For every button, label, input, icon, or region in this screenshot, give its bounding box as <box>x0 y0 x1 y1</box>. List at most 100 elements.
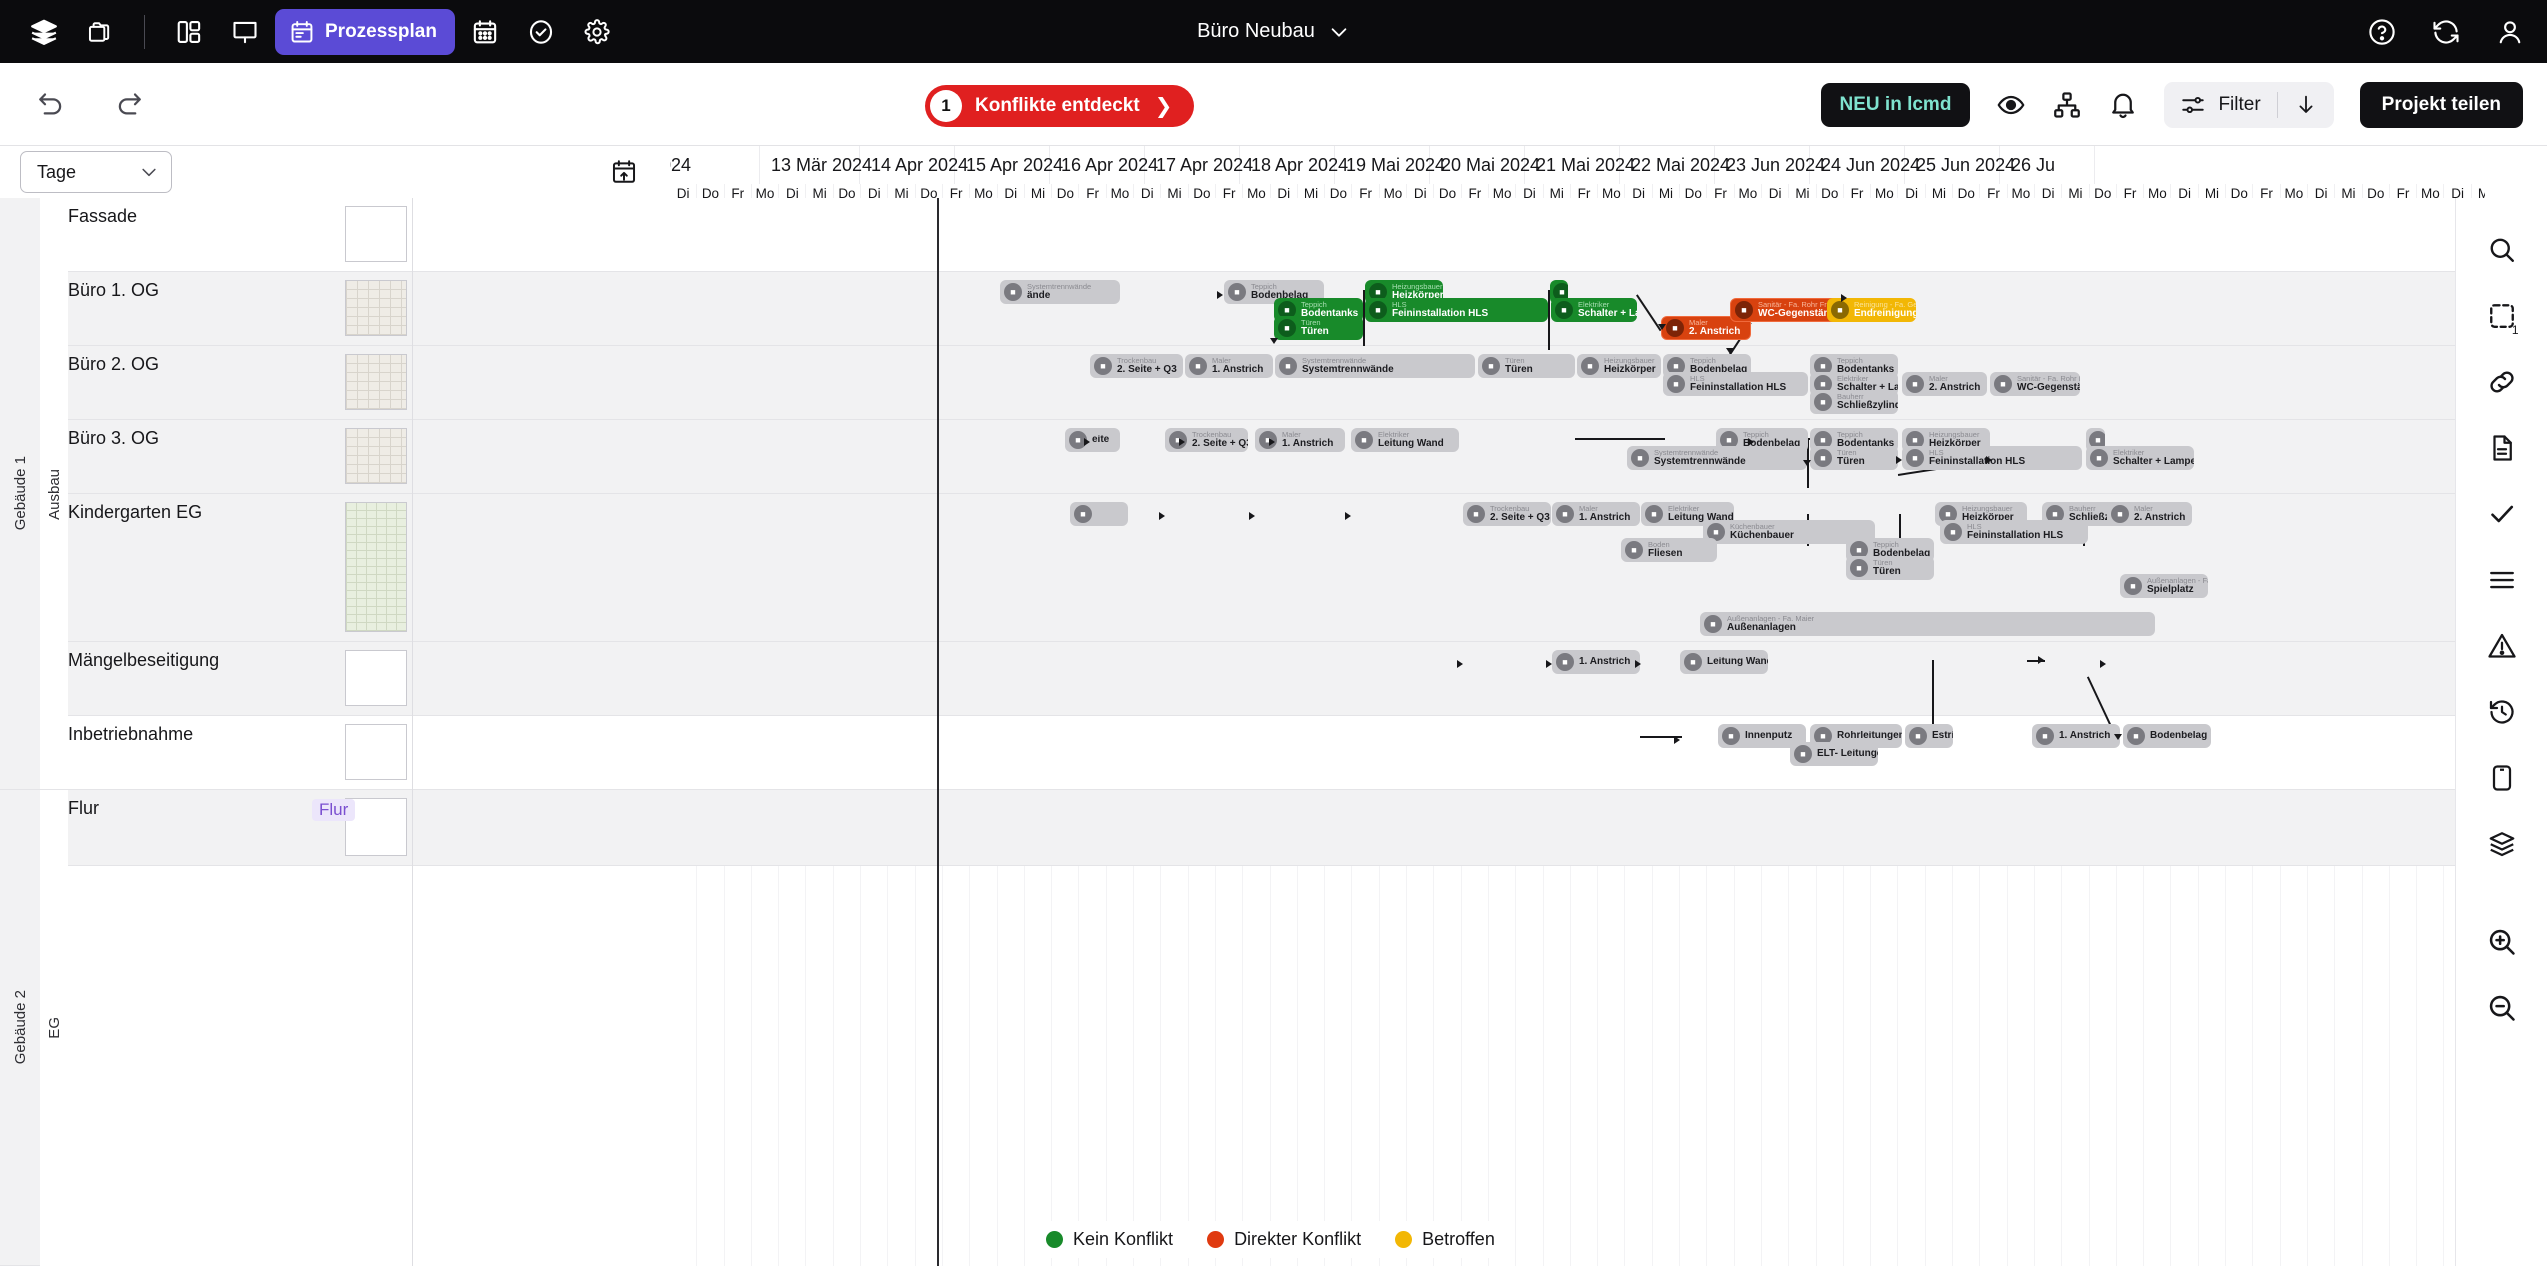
task-bar[interactable]: ■ Maler 2. Anstrich <box>2107 502 2192 526</box>
task-bar[interactable]: ■ Außenanlagen - Fa. Maier Außenanlagen <box>1700 612 2155 636</box>
task-text: Außenanlagen - Fa. MaierSpielplatz <box>2147 577 2208 595</box>
task-bar[interactable]: ■ Estrich <box>1905 724 1953 748</box>
select-area-icon[interactable]: 1 <box>2474 288 2530 344</box>
chevron-down-icon[interactable] <box>1328 21 1350 43</box>
task-bar[interactable]: ■ ELT- Leitungen <box>1790 742 1878 766</box>
gantt-body[interactable]: Fassade Büro 1. OG Büro 2. OG Büro 3. OG Kin… <box>0 198 2547 1266</box>
task-bar[interactable]: ■ Elektriker Leitung Wand <box>1351 428 1459 452</box>
layers-icon[interactable] <box>18 9 70 55</box>
task-bar[interactable]: ■ Heizungsbauer Heizkörper <box>1577 354 1661 378</box>
task-bar[interactable]: ■ <box>1070 502 1128 526</box>
legend-label: Direkter Konflikt <box>1234 1229 1362 1249</box>
device-icon[interactable] <box>2474 750 2530 806</box>
task-bar[interactable]: ■ eite <box>1065 428 1120 452</box>
weekday-label: Fr <box>731 185 745 201</box>
scale-select[interactable]: Tage <box>20 151 172 193</box>
zoom-out-icon[interactable] <box>2474 980 2530 1036</box>
row-thumbnail[interactable] <box>345 798 407 856</box>
share-project-button[interactable]: Projekt teilen <box>2359 81 2523 128</box>
task-bar[interactable]: ■ Türen Türen <box>1846 556 1934 580</box>
row-thumbnail[interactable] <box>345 650 407 706</box>
task-bar[interactable]: ■ Maler 2. Anstrich <box>1661 316 1751 340</box>
task-bar[interactable]: ■ Innenputz <box>1718 724 1806 748</box>
download-icon[interactable] <box>2294 93 2318 117</box>
neu-in-lcmd-button[interactable]: NEU in lcmd <box>1820 82 1971 127</box>
history-icon[interactable] <box>2474 684 2530 740</box>
row-thumbnail[interactable] <box>345 280 407 336</box>
task-name: 1. Anstrich <box>1282 437 1334 449</box>
task-bar[interactable]: ■ HLS Feininstallation HLS <box>1663 372 1808 396</box>
task-bar[interactable]: ■ Bodenbelag <box>2123 724 2211 748</box>
task-trade: Außenanlagen - Fa. Maier <box>2147 576 2208 585</box>
task-bar[interactable]: ■ Teppich Bodenbelag <box>1224 280 1324 304</box>
gear-icon[interactable] <box>571 9 623 55</box>
dashboard-icon[interactable] <box>163 9 215 55</box>
list-icon[interactable] <box>2474 552 2530 608</box>
row-thumbnail[interactable] <box>345 428 407 484</box>
weekday-label: Mo <box>1492 185 1512 201</box>
task-bar[interactable]: ■ Boden Fliesen <box>1621 538 1717 562</box>
task-bar[interactable]: ■ Maler 2. Anstrich <box>1902 372 1987 396</box>
task-bar[interactable]: ■ 1. Anstrich <box>2032 724 2120 748</box>
task-bar[interactable]: ■ Systemtrennwände Systemtrennwände <box>1275 354 1475 378</box>
help-icon[interactable] <box>2367 17 2397 47</box>
user-icon[interactable] <box>2495 17 2525 47</box>
document-icon[interactable] <box>2474 420 2530 476</box>
redo-icon[interactable] <box>114 90 144 120</box>
link-icon[interactable] <box>2474 354 2530 410</box>
conflict-badge[interactable]: 1 Konflikte entdeckt ❯ <box>925 85 1195 127</box>
task-bar[interactable]: ■ Systemtrennwände ände <box>1000 280 1120 304</box>
task-bar[interactable]: ■ Leitung Wand <box>1680 650 1768 674</box>
task-bar[interactable]: ■ Reinigung - Fa. Gebäudereinigung Blitzb… <box>1827 298 1916 322</box>
folder-copy-icon[interactable] <box>74 9 126 55</box>
task-bar[interactable]: ■ 1. Anstrich <box>1552 650 1640 674</box>
search-icon[interactable] <box>2474 222 2530 278</box>
task-bar[interactable]: ■ Außenanlagen - Fa. MaierSpielplatz <box>2120 574 2208 598</box>
prozessplan-tab[interactable]: Prozessplan <box>275 8 455 55</box>
calendar-icon[interactable] <box>459 9 511 55</box>
check-circle-icon[interactable] <box>515 9 567 55</box>
row-fassade[interactable]: Fassade <box>0 198 2547 272</box>
task-bar[interactable]: ■ Türen Türen <box>1810 446 1898 470</box>
hierarchy-icon[interactable] <box>2052 90 2082 120</box>
filter-group[interactable]: Filter <box>2164 81 2334 128</box>
undo-icon[interactable] <box>36 90 66 120</box>
row-buero-2og[interactable]: Büro 2. OG <box>0 346 2547 420</box>
sync-icon[interactable] <box>2431 17 2461 47</box>
bell-icon[interactable] <box>2108 90 2138 120</box>
task-bar[interactable]: ■ BauherrSchließzylinder <box>1810 390 1898 414</box>
task-name: Leitung Wand <box>1707 656 1768 667</box>
presentation-icon[interactable] <box>219 9 271 55</box>
task-bar[interactable]: ■ Maler 1. Anstrich <box>1185 354 1273 378</box>
row-thumbnail[interactable] <box>345 724 407 780</box>
check-icon[interactable] <box>2474 486 2530 542</box>
row-inbetriebnahme[interactable]: Inbetriebnahme <box>0 716 2547 790</box>
task-bar[interactable]: ■ Elektriker Leitung Wand <box>1641 502 1734 526</box>
zoom-in-icon[interactable] <box>2474 914 2530 970</box>
task-bar[interactable]: ■ HLS Feininstallation HLS <box>1902 446 2082 470</box>
row-thumbnail[interactable] <box>345 206 407 262</box>
stack-icon[interactable] <box>2474 816 2530 872</box>
task-bar[interactable]: ■ HLS Feininstallation HLS <box>1940 520 2088 544</box>
warning-icon[interactable] <box>2474 618 2530 674</box>
row-flur[interactable]: Flur Flur <box>0 790 2547 866</box>
row-maengelbeseitigung[interactable]: Mängelbeseitigung <box>0 642 2547 716</box>
task-bar[interactable]: ■ Trockenbau 2. Seite + Q3 <box>1463 502 1551 526</box>
jump-to-today-button[interactable] <box>600 146 648 198</box>
eye-icon[interactable] <box>1996 90 2026 120</box>
task-bar[interactable]: ■ Trockenbau 2. Seite + Q3 <box>1165 428 1248 452</box>
task-bar[interactable]: ■ Türen Türen <box>1478 354 1575 378</box>
task-bar[interactable]: ■ Maler 1. Anstrich <box>1255 428 1345 452</box>
task-bar[interactable]: ■ Maler 1. Anstrich <box>1552 502 1640 526</box>
task-bar[interactable]: ■ HLS Feininstallation HLS <box>1365 298 1548 322</box>
task-bar[interactable]: ■ Trockenbau 2. Seite + Q3 <box>1090 354 1183 378</box>
trade-avatar-icon: ■ <box>1906 449 1924 467</box>
row-thumbnail[interactable] <box>345 502 407 632</box>
task-bar[interactable]: ■ Systemtrennwände Systemtrennwände <box>1627 446 1807 470</box>
row-thumbnail[interactable] <box>345 354 407 410</box>
task-bar[interactable]: ■ Türen Türen <box>1274 316 1363 340</box>
